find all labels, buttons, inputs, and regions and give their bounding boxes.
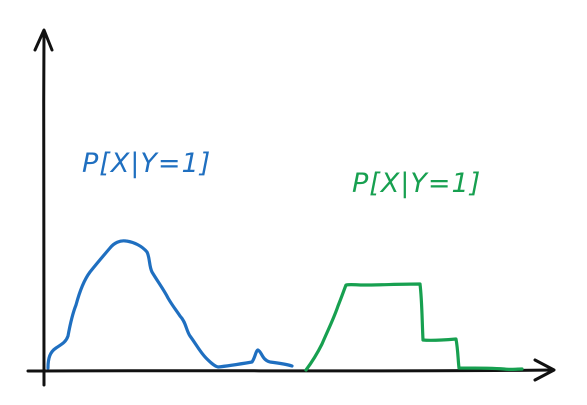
x-axis-arrowhead bbox=[533, 358, 556, 382]
green-curve-label: P[X|Y=1] bbox=[352, 168, 481, 199]
axes bbox=[26, 28, 556, 387]
blue-density-curve bbox=[46, 239, 294, 370]
x-axis bbox=[26, 368, 554, 373]
y-axis-arrowhead bbox=[33, 28, 54, 52]
y-axis bbox=[42, 30, 46, 387]
blue-curve-label: P[X|Y=1] bbox=[82, 148, 211, 179]
green-density-curve bbox=[304, 282, 524, 372]
